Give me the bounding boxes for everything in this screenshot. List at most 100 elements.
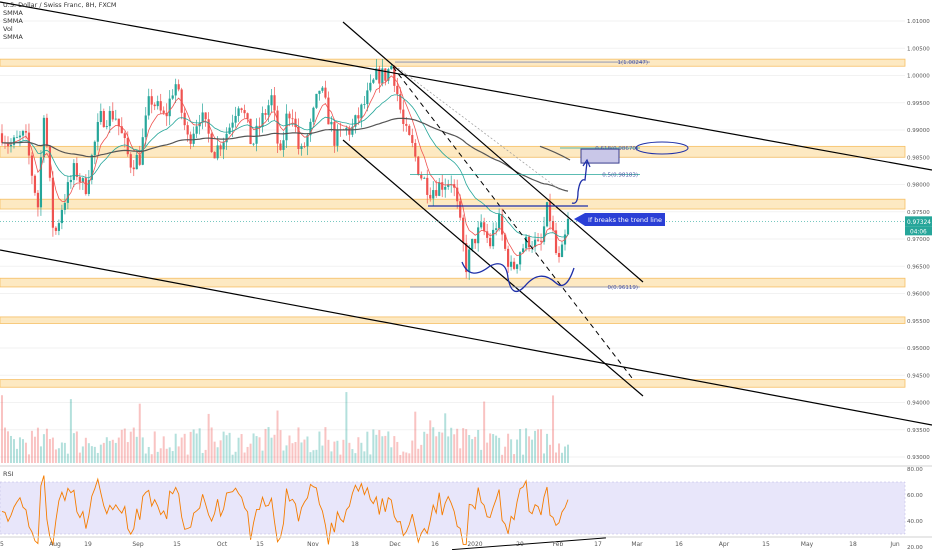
time-axis-label-14: 17 — [594, 541, 602, 548]
volume-bar-158 — [474, 436, 477, 463]
candle-body-90 — [270, 95, 273, 106]
volume-bar-182 — [546, 433, 549, 463]
candle-body-80 — [240, 108, 243, 111]
volume-bar-166 — [498, 437, 501, 463]
time-axis-label-1: Aug — [49, 541, 61, 548]
volume-bar-79 — [237, 437, 240, 463]
candle-body-67 — [201, 112, 204, 123]
volume-bar-95 — [285, 445, 288, 463]
volume-bar-37 — [111, 439, 114, 463]
volume-bar-104 — [312, 450, 315, 463]
candle-body-122 — [366, 90, 369, 105]
candle-body-167 — [501, 214, 504, 235]
candle-body-88 — [264, 113, 267, 115]
volume-bar-135 — [405, 452, 408, 463]
volume-bar-97 — [291, 443, 294, 463]
volume-bar-145 — [435, 436, 438, 463]
legend-indicator-smma-3: SMMA — [3, 33, 23, 41]
candle-body-185 — [554, 230, 558, 254]
volume-bar-147 — [441, 432, 444, 463]
candle-body-168 — [504, 234, 507, 249]
rsi-line — [1, 475, 569, 547]
sr-zone-0 — [0, 58, 906, 67]
volume-bar-35 — [105, 437, 108, 463]
volume-bar-64 — [192, 429, 195, 463]
volume-bar-137 — [411, 440, 414, 463]
legend-indicator-smma-1: SMMA — [3, 9, 23, 17]
candle-body-134 — [402, 109, 405, 124]
volume-bar-153 — [459, 448, 462, 463]
volume-bar-76 — [228, 432, 231, 463]
volume-bar-110 — [330, 451, 333, 463]
candle-body-21 — [63, 202, 66, 210]
volume-bar-184 — [552, 395, 555, 463]
rsi-label: RSI — [3, 470, 14, 478]
price-axis-label-9: 0.96500 — [907, 264, 930, 270]
volume-bar-175 — [525, 428, 528, 463]
volume-bar-63 — [189, 431, 192, 463]
candle-body-121 — [363, 104, 366, 105]
candle-body-71 — [213, 152, 216, 159]
volume-bar-124 — [372, 429, 375, 463]
candle-body-9 — [27, 132, 31, 156]
volume-bar-140 — [420, 444, 423, 463]
volume-bar-108 — [324, 427, 327, 463]
volume-bar-42 — [126, 442, 129, 463]
candle-body-62 — [186, 125, 189, 135]
volume-bar-22 — [66, 453, 69, 463]
volume-bar-172 — [516, 439, 519, 463]
volume-bar-148 — [444, 413, 447, 463]
candle-body-99 — [297, 126, 300, 149]
volume-bar-168 — [504, 446, 507, 463]
candle-body-184 — [551, 221, 555, 231]
price-axis-label-12: 0.95000 — [907, 346, 930, 352]
candle-body-17 — [51, 177, 55, 228]
steep-channel-top — [342, 21, 644, 283]
time-axis-label-21: Jun — [889, 541, 900, 548]
candle-body-163 — [489, 237, 492, 247]
smma-medium-line — [1, 94, 569, 239]
volume-bar-5 — [15, 448, 18, 463]
rsi-axis-label-0: 80.00 — [907, 467, 923, 473]
price-axis-label-6: 0.98000 — [907, 183, 930, 189]
candle-body-100 — [300, 146, 303, 149]
volume-bar-138 — [414, 411, 417, 463]
volume-bar-8 — [24, 442, 27, 463]
volume-bar-150 — [450, 427, 453, 463]
volume-bar-23 — [69, 399, 72, 463]
volume-bar-29 — [87, 443, 90, 463]
volume-bar-139 — [417, 448, 420, 463]
time-axis-label-2: 19 — [84, 541, 92, 548]
candle-body-172 — [515, 264, 519, 269]
inverse-head-shoulders-drawing — [461, 261, 575, 293]
candle-body-38 — [114, 118, 117, 120]
volume-bar-173 — [519, 429, 522, 463]
volume-bar-17 — [51, 437, 54, 463]
smma-slow-line — [2, 117, 569, 192]
candle-body-107 — [321, 87, 324, 91]
volume-bar-32 — [96, 452, 99, 463]
volume-bar-82 — [246, 446, 249, 463]
volume-bar-39 — [117, 437, 120, 463]
fib-level-label-3: 0(0.96119) — [607, 285, 638, 291]
candle-body-174 — [521, 248, 525, 253]
candle-body-29 — [87, 179, 90, 194]
volume-bar-111 — [333, 441, 336, 463]
volume-bar-56 — [168, 447, 171, 463]
candle-body-118 — [354, 115, 357, 127]
candle-body-51 — [153, 104, 156, 107]
candle-body-76 — [228, 127, 231, 134]
candle-body-142 — [426, 177, 429, 195]
candle-body-24 — [72, 163, 75, 180]
volume-bar-144 — [432, 427, 435, 463]
time-axis-label-4: 15 — [173, 541, 181, 548]
volume-bar-134 — [402, 451, 405, 463]
current-price-value: 0.97324 — [907, 220, 931, 226]
price-axis-label-4: 0.99000 — [907, 128, 930, 134]
candle-body-133 — [399, 94, 402, 110]
candle-body-37 — [111, 110, 114, 120]
volume-bar-24 — [72, 433, 75, 463]
fib-trendline — [397, 67, 561, 191]
